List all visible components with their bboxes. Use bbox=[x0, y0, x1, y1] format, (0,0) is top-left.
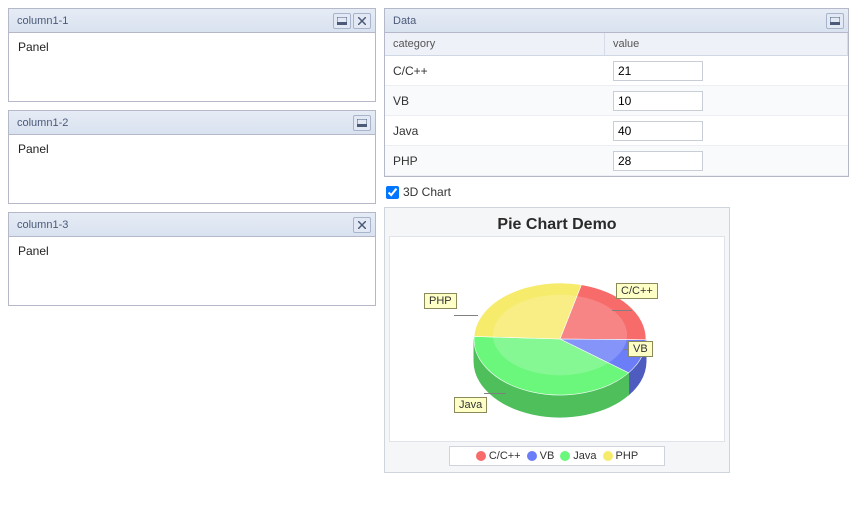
panel-title: column1-2 bbox=[17, 117, 353, 129]
chart-container: Pie Chart Demo C/C++ VB Java PHP C/C++ VB Jav… bbox=[384, 207, 730, 473]
panel-header[interactable]: Data bbox=[385, 9, 848, 33]
table-row[interactable]: PHP bbox=[385, 146, 848, 176]
legend-item[interactable]: Java bbox=[560, 450, 596, 462]
value-input[interactable] bbox=[613, 121, 703, 141]
cell-value bbox=[605, 58, 848, 84]
panel-column1-2: column1-2 Panel bbox=[8, 110, 376, 204]
slice-label: PHP bbox=[424, 293, 457, 309]
left-column: column1-1 Panel column1-2 Panel column1-… bbox=[8, 8, 376, 473]
column-header-category[interactable]: category bbox=[385, 33, 605, 55]
legend-swatch bbox=[560, 451, 570, 461]
value-input[interactable] bbox=[613, 61, 703, 81]
table-row[interactable]: C/C++ bbox=[385, 56, 848, 86]
panel-header[interactable]: column1-1 bbox=[9, 9, 375, 33]
chart3d-checkbox[interactable] bbox=[386, 186, 399, 199]
close-icon[interactable] bbox=[353, 13, 371, 29]
right-column: Data category value C/C++ VB Java PHP 3D Ch… bbox=[384, 8, 849, 473]
cell-category: VB bbox=[385, 91, 605, 111]
collapse-icon[interactable] bbox=[353, 115, 371, 131]
panel-title: Data bbox=[393, 15, 826, 27]
panel-column1-1: column1-1 Panel bbox=[8, 8, 376, 102]
grid-header: category value bbox=[385, 33, 848, 56]
chart3d-checkbox-row[interactable]: 3D Chart bbox=[384, 183, 849, 201]
panel-header[interactable]: column1-3 bbox=[9, 213, 375, 237]
table-row[interactable]: Java bbox=[385, 116, 848, 146]
collapse-icon[interactable] bbox=[826, 13, 844, 29]
panel-body: Panel bbox=[9, 33, 375, 101]
panel-header[interactable]: column1-2 bbox=[9, 111, 375, 135]
cell-value bbox=[605, 88, 848, 114]
panel-body: Panel bbox=[9, 135, 375, 203]
legend-label: PHP bbox=[616, 450, 639, 462]
panel-column1-3: column1-3 Panel bbox=[8, 212, 376, 306]
legend-item[interactable]: C/C++ bbox=[476, 450, 521, 462]
chart-canvas: C/C++ VB Java PHP bbox=[389, 236, 725, 442]
slice-label: VB bbox=[628, 341, 653, 357]
slice-label: Java bbox=[454, 397, 487, 413]
legend-item[interactable]: VB bbox=[527, 450, 555, 462]
legend-label: C/C++ bbox=[489, 450, 521, 462]
legend-label: VB bbox=[540, 450, 555, 462]
grid-body: C/C++ VB Java PHP bbox=[385, 56, 848, 176]
slice-label: C/C++ bbox=[616, 283, 658, 299]
value-input[interactable] bbox=[613, 91, 703, 111]
chart-title: Pie Chart Demo bbox=[389, 212, 725, 236]
panel-title: column1-1 bbox=[17, 15, 333, 27]
legend-swatch bbox=[603, 451, 613, 461]
legend-item[interactable]: PHP bbox=[603, 450, 639, 462]
cell-category: Java bbox=[385, 121, 605, 141]
panel-title: column1-3 bbox=[17, 219, 353, 231]
value-input[interactable] bbox=[613, 151, 703, 171]
legend-swatch bbox=[476, 451, 486, 461]
collapse-icon[interactable] bbox=[333, 13, 351, 29]
cell-value bbox=[605, 148, 848, 174]
chart3d-label: 3D Chart bbox=[403, 185, 451, 199]
legend-label: Java bbox=[573, 450, 596, 462]
data-panel: Data category value C/C++ VB Java PHP bbox=[384, 8, 849, 177]
close-icon[interactable] bbox=[353, 217, 371, 233]
table-row[interactable]: VB bbox=[385, 86, 848, 116]
chart-legend: C/C++ VB Java PHP bbox=[449, 446, 665, 466]
cell-category: PHP bbox=[385, 151, 605, 171]
panel-body: Panel bbox=[9, 237, 375, 305]
cell-category: C/C++ bbox=[385, 61, 605, 81]
legend-swatch bbox=[527, 451, 537, 461]
column-header-value[interactable]: value bbox=[605, 33, 848, 55]
cell-value bbox=[605, 118, 848, 144]
